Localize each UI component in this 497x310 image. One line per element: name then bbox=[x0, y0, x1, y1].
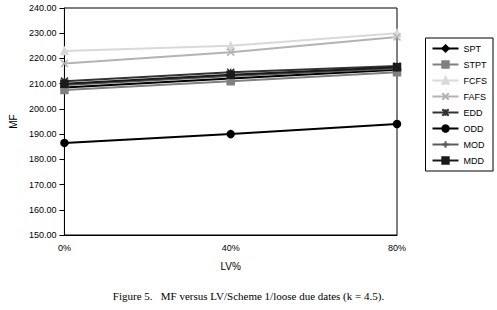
svg-text:LV%: LV% bbox=[221, 261, 241, 272]
svg-text:FAFS: FAFS bbox=[464, 92, 487, 102]
svg-text:170.00: 170.00 bbox=[29, 180, 57, 190]
svg-text:MOD: MOD bbox=[464, 140, 485, 150]
svg-text:150.00: 150.00 bbox=[29, 230, 57, 240]
svg-text:230.00: 230.00 bbox=[29, 28, 57, 38]
svg-text:240.00: 240.00 bbox=[29, 3, 57, 13]
svg-text:180.00: 180.00 bbox=[29, 154, 57, 164]
svg-text:40%: 40% bbox=[222, 243, 240, 253]
svg-text:220.00: 220.00 bbox=[29, 53, 57, 63]
svg-text:FCFS: FCFS bbox=[464, 76, 488, 86]
svg-text:MF: MF bbox=[8, 114, 19, 128]
svg-text:Figure 5. MF versus LV/Schem: Figure 5. MF versus LV/Scheme 1/loose du… bbox=[113, 290, 385, 303]
svg-text:MDD: MDD bbox=[464, 156, 485, 166]
svg-text:STPT: STPT bbox=[464, 60, 488, 70]
svg-text:80%: 80% bbox=[388, 243, 406, 253]
svg-text:160.00: 160.00 bbox=[29, 205, 57, 215]
svg-text:200.00: 200.00 bbox=[29, 104, 57, 114]
svg-text:ODD: ODD bbox=[464, 124, 485, 134]
svg-text:SPT: SPT bbox=[464, 44, 482, 54]
svg-text:0%: 0% bbox=[58, 243, 71, 253]
svg-text:210.00: 210.00 bbox=[29, 79, 57, 89]
svg-text:190.00: 190.00 bbox=[29, 129, 57, 139]
svg-text:EDD: EDD bbox=[464, 108, 484, 118]
